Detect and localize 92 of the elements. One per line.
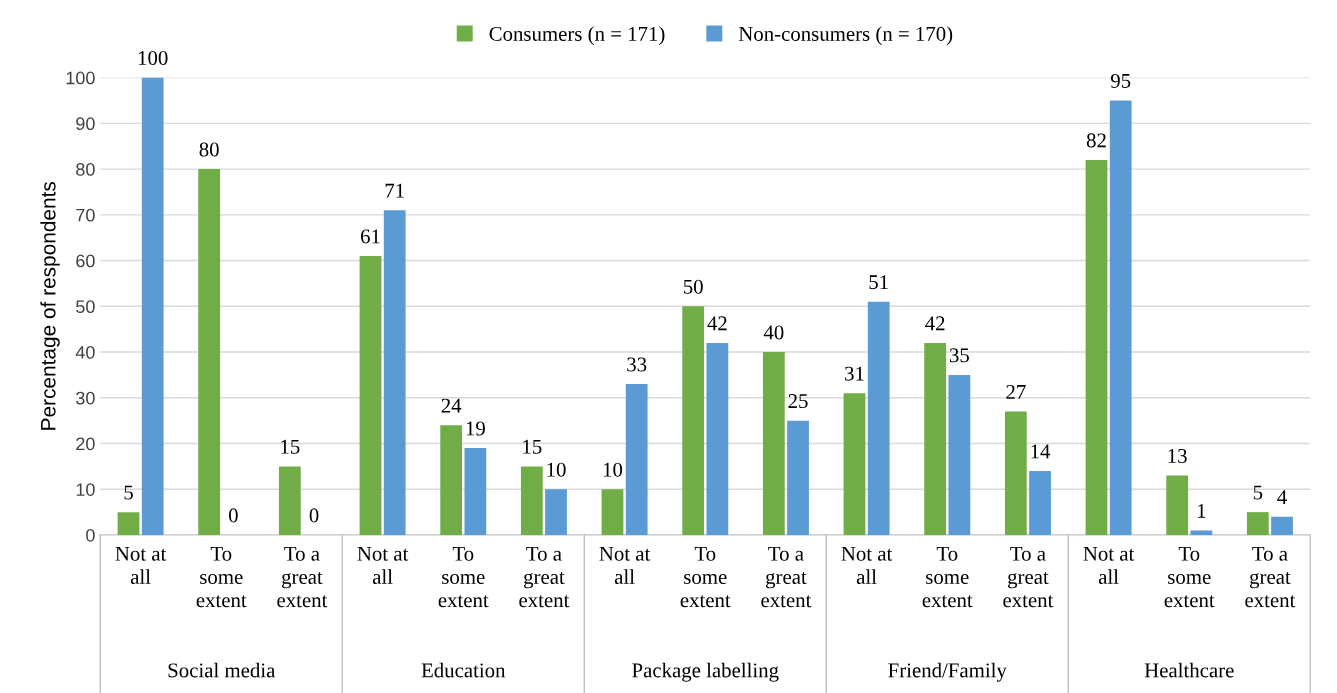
- bar: [867, 301, 890, 535]
- data-label: 42: [707, 316, 727, 331]
- data-label: 14: [1031, 444, 1051, 459]
- data-label: 0: [309, 508, 319, 523]
- data-label: 5: [1253, 485, 1263, 500]
- bar: [464, 448, 487, 535]
- data-label: 1: [1197, 503, 1206, 518]
- x-tick-label: To a great extent: [519, 546, 570, 608]
- bar: [1029, 470, 1051, 535]
- legend-label: Non-consumers (n = 170): [738, 26, 953, 46]
- x-tick-label: To some extent: [1164, 546, 1215, 608]
- y-tick-label: 10: [76, 483, 95, 496]
- bar: [843, 393, 866, 535]
- y-tick-label: 0: [86, 528, 95, 542]
- data-label: 82: [1086, 133, 1106, 148]
- y-tick-label: 80: [76, 163, 95, 176]
- legend-label: Consumers (n = 171): [489, 26, 665, 46]
- x-tick-label: Not at all: [599, 546, 651, 584]
- bar: [1166, 475, 1189, 535]
- y-tick-label: 30: [76, 391, 95, 405]
- data-label: 15: [523, 439, 542, 454]
- data-label: 4: [1277, 490, 1287, 504]
- bar: [762, 352, 785, 535]
- bar: [601, 489, 624, 535]
- bar: [948, 374, 971, 535]
- data-label: 13: [1168, 448, 1187, 463]
- x-tick-label: To a great extent: [1245, 546, 1296, 608]
- data-label: 31: [845, 366, 864, 381]
- data-label: 19: [466, 421, 485, 436]
- x-tick-label: To some extent: [438, 546, 489, 608]
- bar: [520, 466, 543, 535]
- x-tick-label: To a great extent: [1003, 546, 1054, 608]
- y-tick-label: 50: [76, 300, 95, 314]
- text: Healthcare: [1144, 662, 1234, 678]
- text: Package labelling: [632, 662, 779, 682]
- y-tick-label: 100: [66, 71, 95, 85]
- data-label: 61: [360, 229, 380, 244]
- text: Friend/Family: [888, 662, 1007, 682]
- x-tick-label: To some extent: [680, 546, 731, 608]
- data-label: 42: [925, 316, 945, 331]
- bar: [1109, 100, 1132, 535]
- bar: [440, 425, 463, 535]
- x-tick-label: To a great extent: [761, 546, 812, 608]
- bar: [117, 512, 140, 535]
- x-tick-label: To some extent: [922, 546, 973, 608]
- bar: [278, 466, 301, 535]
- bar: [1004, 411, 1027, 535]
- bar: [1246, 512, 1269, 535]
- data-label: 33: [627, 357, 647, 372]
- x-tick-label: To a great extent: [277, 546, 328, 608]
- x-tick-label: To some extent: [196, 546, 247, 608]
- y-tick-label: 40: [75, 345, 95, 359]
- bar: [625, 384, 648, 535]
- text: Education: [421, 662, 506, 678]
- bar: [545, 489, 567, 535]
- y-tick-label: 60: [76, 254, 95, 268]
- data-label: 51: [869, 275, 888, 290]
- data-label: 0: [228, 508, 238, 523]
- x-tick-label: Not at all: [841, 546, 893, 584]
- data-label: 10: [603, 462, 623, 477]
- bar: [359, 255, 382, 535]
- text: Social media: [168, 662, 276, 678]
- bar: [198, 169, 221, 535]
- y-tick-label: 20: [76, 437, 95, 451]
- bar: [141, 77, 164, 535]
- bar: [1271, 516, 1293, 535]
- data-label: 50: [683, 279, 703, 294]
- data-label: 100: [138, 50, 168, 66]
- bar: [924, 342, 947, 535]
- bar: [706, 342, 729, 535]
- bar: [1085, 159, 1108, 535]
- x-tick-label: Not at all: [357, 546, 409, 584]
- data-label: 80: [199, 142, 219, 157]
- bar: [787, 420, 809, 535]
- data-label: 35: [949, 348, 969, 363]
- data-label: 40: [763, 325, 784, 340]
- bar: [682, 306, 705, 535]
- x-tick-label: Not at all: [1083, 546, 1135, 584]
- data-label: 95: [1110, 73, 1131, 88]
- data-label: 24: [441, 398, 462, 413]
- y-axis-title: Percentage of respondents: [40, 181, 60, 430]
- data-label: 5: [124, 485, 133, 500]
- data-label: 25: [788, 394, 808, 409]
- bar: [383, 210, 406, 535]
- data-label: 10: [547, 462, 566, 477]
- x-tick-label: Not at all: [115, 546, 167, 584]
- data-label: 27: [1006, 384, 1026, 399]
- bar: [1190, 530, 1213, 535]
- y-tick-label: 90: [76, 117, 95, 131]
- y-tick-label: 70: [76, 208, 95, 222]
- data-label: 15: [281, 439, 300, 454]
- data-label: 71: [385, 183, 404, 198]
